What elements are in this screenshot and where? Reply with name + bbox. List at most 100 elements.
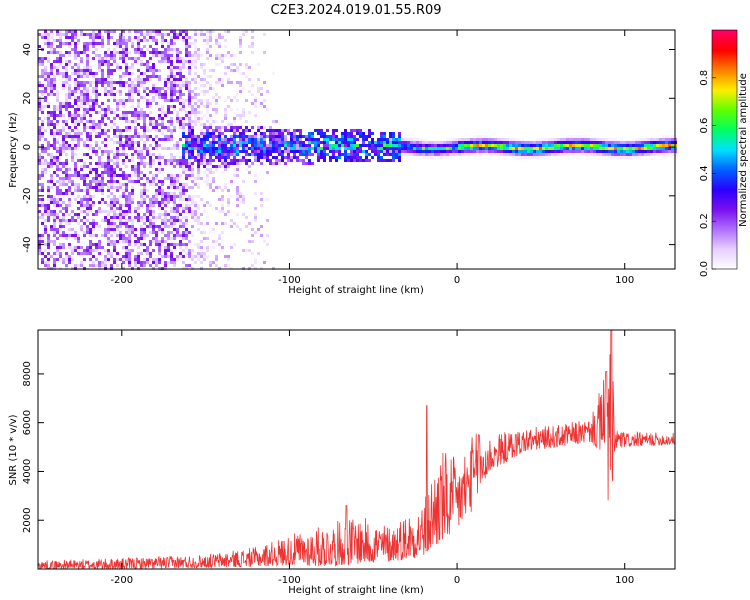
heatmap-cell [218,153,221,156]
heatmap-cell [149,201,152,204]
heatmap-cell [230,180,233,183]
heatmap-cell [83,108,86,111]
heatmap-cell [53,75,56,78]
heatmap-cell [140,231,143,234]
heatmap-cell [113,174,116,177]
colorbar-segment [712,265,737,267]
heatmap-cell [215,222,218,225]
heatmap-cell [308,150,311,153]
heatmap-cell [137,30,140,33]
heatmap-cell [182,231,185,234]
heatmap-cell [83,234,86,237]
heatmap-cell [380,144,383,147]
heatmap-cell [98,225,101,228]
heatmap-cell [230,225,233,228]
heatmap-cell [134,150,137,153]
heatmap-cell [185,150,188,153]
heatmap-cell [368,129,371,132]
heatmap-cell [257,147,260,150]
heatmap-cell [62,138,65,141]
heatmap-cell [152,120,155,123]
heatmap-cell [107,180,110,183]
heatmap-cell [65,147,68,150]
heatmap-cell [182,39,185,42]
heatmap-cell [167,138,170,141]
heatmap-cell [101,192,104,195]
heatmap-cell [101,108,104,111]
heatmap-cell [53,51,56,54]
heatmap-cell [218,150,221,153]
heatmap-cell [161,87,164,90]
colorbar-segment [712,233,737,235]
heatmap-cell [56,96,59,99]
heatmap-cell [452,153,455,156]
heatmap-cell [38,210,41,213]
heatmap-cell [263,261,266,264]
heatmap-cell [137,162,140,165]
heatmap-cell [53,159,56,162]
heatmap-cell [122,150,125,153]
heatmap-cell [458,141,461,144]
heatmap-cell [191,225,194,228]
heatmap-cell [164,204,167,207]
heatmap-cell [137,75,140,78]
heatmap-cell [269,132,272,135]
heatmap-cell [206,102,209,105]
heatmap-cell [83,252,86,255]
heatmap-cell [140,183,143,186]
heatmap-cell [218,147,221,150]
heatmap-cell [68,222,71,225]
heatmap-cell [251,126,254,129]
heatmap-cell [254,135,257,138]
heatmap-cell [182,60,185,63]
heatmap-cell [125,255,128,258]
heatmap-cell [275,159,278,162]
heatmap-cell [560,141,563,144]
spectrogram-ylabel: Frequency (Hz) [8,112,19,188]
heatmap-cell [107,213,110,216]
heatmap-cell [380,147,383,150]
heatmap-cell [221,249,224,252]
heatmap-cell [212,141,215,144]
heatmap-cell [410,153,413,156]
heatmap-cell [212,189,215,192]
heatmap-cell [125,210,128,213]
heatmap-cell [86,87,89,90]
colorbar-gradient [712,30,737,270]
heatmap-cell [44,84,47,87]
heatmap-cell [38,177,41,180]
heatmap-cell [158,168,161,171]
heatmap-cell [242,198,245,201]
heatmap-cell [92,102,95,105]
heatmap-cell [572,144,575,147]
heatmap-cell [80,219,83,222]
heatmap-cell [38,132,41,135]
heatmap-cell [92,228,95,231]
colorbar-segment [712,198,737,200]
heatmap-cell [161,255,164,258]
colorbar-segment [712,238,737,240]
heatmap-cell [224,213,227,216]
heatmap-cell [122,210,125,213]
heatmap-cell [146,177,149,180]
heatmap-cell [71,90,74,93]
heatmap-cell [233,120,236,123]
heatmap-cell [89,183,92,186]
heatmap-cell [647,150,650,153]
heatmap-cell [65,105,68,108]
colorbar-segment [712,32,737,34]
heatmap-cell [203,150,206,153]
heatmap-cell [170,93,173,96]
colorbar-segment [712,242,737,244]
heatmap-cell [62,72,65,75]
heatmap-cell [113,48,116,51]
heatmap-cell [224,72,227,75]
heatmap-cell [77,252,80,255]
heatmap-cell [179,246,182,249]
heatmap-cell [47,75,50,78]
heatmap-cell [41,240,44,243]
heatmap-cell [254,207,257,210]
heatmap-cell [182,168,185,171]
heatmap-cell [254,141,257,144]
heatmap-cell [65,36,68,39]
